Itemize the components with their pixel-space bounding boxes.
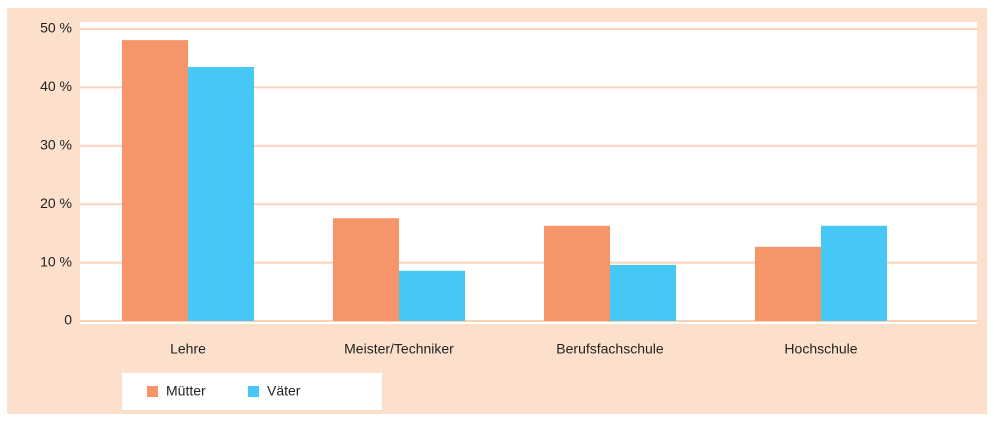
y-tick-label: 10 % xyxy=(40,253,72,269)
x-tick-label: Berufsfachschule xyxy=(556,341,664,357)
y-tick-label: 20 % xyxy=(40,195,72,211)
bar xyxy=(188,66,254,321)
bar xyxy=(333,218,399,321)
x-tick-label: Hochschule xyxy=(784,341,857,357)
bar xyxy=(122,40,188,321)
y-tick-label: 0 xyxy=(64,312,72,328)
bar xyxy=(610,264,676,321)
legend-swatch xyxy=(147,386,158,397)
bar xyxy=(544,225,610,321)
y-tick-label: 30 % xyxy=(40,137,72,153)
x-tick-label: Meister/Techniker xyxy=(344,341,454,357)
legend-swatch xyxy=(248,386,259,397)
bar xyxy=(755,246,821,321)
y-tick-label: 40 % xyxy=(40,78,72,94)
bar xyxy=(821,225,887,321)
legend-label: Väter xyxy=(267,383,301,399)
legend-label: Mütter xyxy=(166,383,206,399)
bar xyxy=(399,270,465,321)
x-tick-label: Lehre xyxy=(170,341,206,357)
y-tick-label: 50 % xyxy=(40,20,72,36)
